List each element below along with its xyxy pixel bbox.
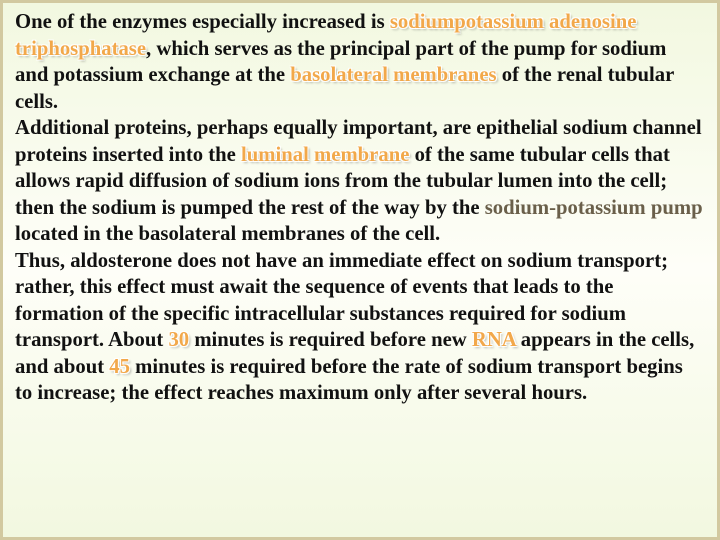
highlight-luminal: luminal membrane bbox=[241, 144, 409, 166]
highlight-30: 30 bbox=[168, 329, 189, 351]
slide-body: One of the enzymes especially increased … bbox=[0, 0, 720, 540]
highlight-rna: RNA bbox=[472, 329, 516, 351]
paragraph-2: Additional proteins, perhaps equally imp… bbox=[15, 115, 703, 248]
paragraph-1: One of the enzymes especially increased … bbox=[15, 9, 703, 115]
highlight-basolateral: basolateral membranes bbox=[290, 64, 496, 86]
text: minutes is required before new bbox=[189, 329, 472, 351]
term-pump: sodium-potassium pump bbox=[485, 197, 703, 219]
text: One of the enzymes especially increased … bbox=[15, 11, 390, 33]
highlight-45: 45 bbox=[109, 356, 130, 378]
text: located in the basolateral membranes of … bbox=[15, 223, 440, 245]
paragraph-3: Thus, aldosterone does not have an immed… bbox=[15, 248, 703, 407]
